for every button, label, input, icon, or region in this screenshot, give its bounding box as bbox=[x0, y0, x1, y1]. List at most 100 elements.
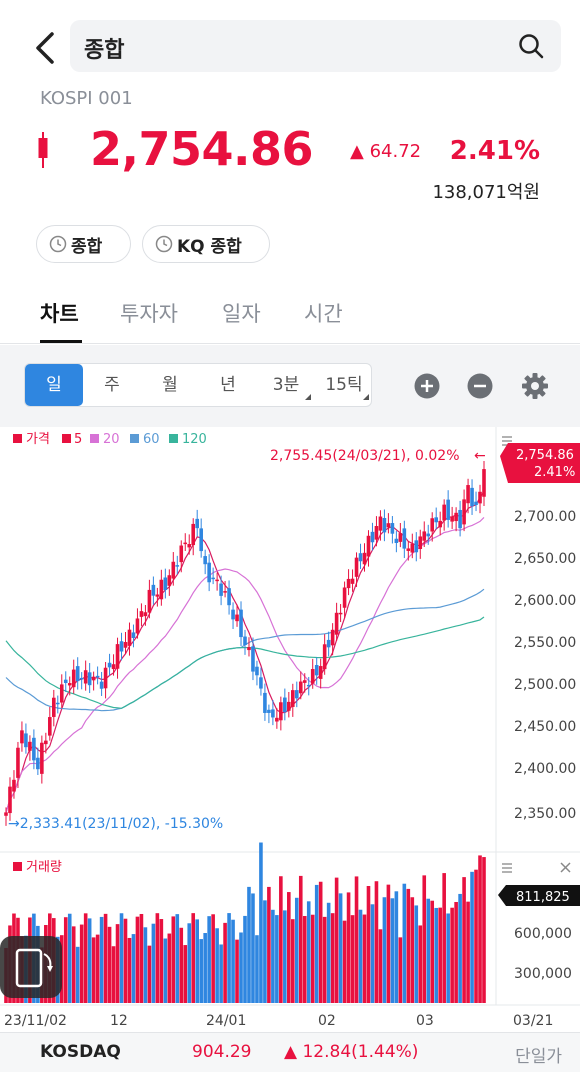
volume-menu-icon[interactable] bbox=[502, 863, 512, 873]
candle-body bbox=[131, 632, 136, 639]
legend-ma5: 5 bbox=[74, 432, 82, 447]
rotate-screen-icon bbox=[15, 948, 53, 988]
index-change-pct: 2.41% bbox=[449, 136, 540, 166]
candle-body bbox=[394, 538, 399, 543]
candle-body bbox=[163, 577, 168, 591]
chip-composite[interactable]: 종합 bbox=[36, 225, 131, 263]
x-label: 02 bbox=[318, 1013, 336, 1029]
volume-bar bbox=[211, 914, 215, 1003]
search-box[interactable]: 종합 bbox=[70, 20, 561, 72]
min-annotation: →2,333.41(23/11/02), -15.30% bbox=[8, 816, 223, 832]
candle-body bbox=[338, 612, 343, 615]
volume-bar bbox=[115, 924, 120, 1003]
candle-body bbox=[16, 747, 20, 778]
candle-body bbox=[450, 516, 454, 522]
volume-bar bbox=[187, 923, 192, 1003]
tab-investor[interactable]: 투자자 bbox=[120, 302, 178, 326]
candle-body bbox=[67, 683, 72, 686]
volume-tick: 300,000 bbox=[514, 966, 572, 982]
candle-body bbox=[271, 709, 275, 718]
volume-bar bbox=[199, 939, 203, 1003]
candle-body bbox=[8, 786, 12, 814]
single-price-button[interactable]: 단일가 bbox=[515, 1047, 562, 1067]
volume-bar bbox=[63, 917, 68, 1003]
volume-bar bbox=[458, 893, 462, 1003]
gear-icon[interactable] bbox=[521, 372, 549, 400]
period-3min[interactable]: 3분 bbox=[257, 364, 315, 406]
volume-bar bbox=[203, 933, 207, 1003]
candle-body bbox=[470, 487, 474, 507]
search-icon[interactable] bbox=[517, 32, 545, 60]
candle-body bbox=[322, 644, 327, 670]
candle-body bbox=[422, 531, 427, 541]
volume-bar bbox=[83, 913, 88, 1003]
tab-daily[interactable]: 일자 bbox=[222, 302, 261, 326]
candle-body bbox=[75, 666, 80, 682]
volume-legend-label: 거래량 bbox=[26, 860, 62, 875]
candle-body bbox=[482, 469, 486, 497]
price-chart[interactable]: 가격 5 20 60 120 2,755.45(24/03/21), 0.02%… bbox=[0, 427, 580, 1032]
period-year[interactable]: 년 bbox=[220, 375, 236, 395]
candle-body bbox=[227, 588, 231, 606]
candle-body bbox=[310, 669, 315, 684]
volume-bar bbox=[398, 937, 403, 1003]
candle-body bbox=[350, 578, 355, 584]
volume-bar bbox=[291, 919, 295, 1003]
candle-body bbox=[135, 618, 140, 634]
zoom-in-icon[interactable] bbox=[414, 373, 440, 399]
y-tick: 2,700.00 bbox=[514, 509, 576, 525]
volume-bar bbox=[334, 877, 339, 1003]
back-arrow-icon[interactable] bbox=[28, 28, 64, 68]
candle-body bbox=[111, 664, 116, 670]
candle-body bbox=[239, 609, 243, 638]
volume-close-icon[interactable] bbox=[560, 862, 571, 873]
volume-bar bbox=[259, 842, 263, 1003]
volume-bar bbox=[446, 913, 450, 1003]
candle-body bbox=[143, 612, 148, 617]
clock-icon bbox=[155, 235, 173, 253]
y-tick: 2,600.00 bbox=[514, 593, 576, 609]
floating-screen-toggle[interactable] bbox=[0, 936, 62, 998]
volume-bar bbox=[71, 926, 76, 1003]
period-week[interactable]: 주 bbox=[104, 375, 120, 395]
tab-time[interactable]: 시간 bbox=[304, 302, 343, 326]
chart-canvas: 가격 5 20 60 120 2,755.45(24/03/21), 0.02%… bbox=[0, 427, 580, 1032]
candle-body bbox=[406, 548, 411, 551]
volume-bar bbox=[95, 934, 100, 1003]
candle-body bbox=[298, 681, 303, 694]
candle-body bbox=[410, 543, 415, 553]
bottom-ticker-price: 904.29 bbox=[192, 1042, 252, 1062]
header: 종합 bbox=[0, 0, 580, 92]
volume-bar bbox=[322, 916, 327, 1003]
candle-body bbox=[219, 583, 223, 596]
candle-body bbox=[330, 629, 335, 646]
volume-bar bbox=[306, 901, 311, 1003]
volume-bar bbox=[406, 888, 411, 1003]
candle-body bbox=[275, 717, 279, 722]
volume-bar bbox=[302, 916, 307, 1003]
tab-chart[interactable]: 차트 bbox=[40, 302, 79, 326]
volume-bar bbox=[127, 937, 132, 1003]
period-month[interactable]: 월 bbox=[162, 375, 178, 395]
volume-legend: 거래량 bbox=[13, 860, 62, 875]
volume-tick: 600,000 bbox=[514, 926, 572, 942]
bottom-ticker[interactable]: KOSDAQ 904.29 ▲ 12.84(1.44%) 단일가 bbox=[0, 1032, 580, 1072]
period-15tick[interactable]: 15틱 bbox=[315, 364, 373, 406]
chip-label: 종합 bbox=[71, 236, 103, 257]
period-selector: 일 주 월 년 3분 15틱 bbox=[24, 363, 372, 407]
candle-body bbox=[247, 647, 251, 651]
candle-body bbox=[83, 670, 88, 684]
volume-bar bbox=[414, 905, 419, 1003]
candle-body bbox=[342, 587, 347, 608]
zoom-out-icon[interactable] bbox=[467, 373, 493, 399]
chip-kq-composite[interactable]: KQ 종합 bbox=[142, 225, 270, 263]
volume-bar bbox=[131, 934, 136, 1003]
volume-bar bbox=[330, 913, 335, 1003]
candle-body bbox=[235, 614, 239, 622]
candle-body bbox=[354, 557, 359, 577]
y-tick: 2,350.00 bbox=[514, 806, 576, 822]
volume-bar bbox=[79, 924, 84, 1003]
dropdown-corner-icon bbox=[305, 394, 311, 400]
period-day[interactable]: 일 bbox=[25, 364, 83, 406]
volume-bar bbox=[310, 914, 315, 1003]
